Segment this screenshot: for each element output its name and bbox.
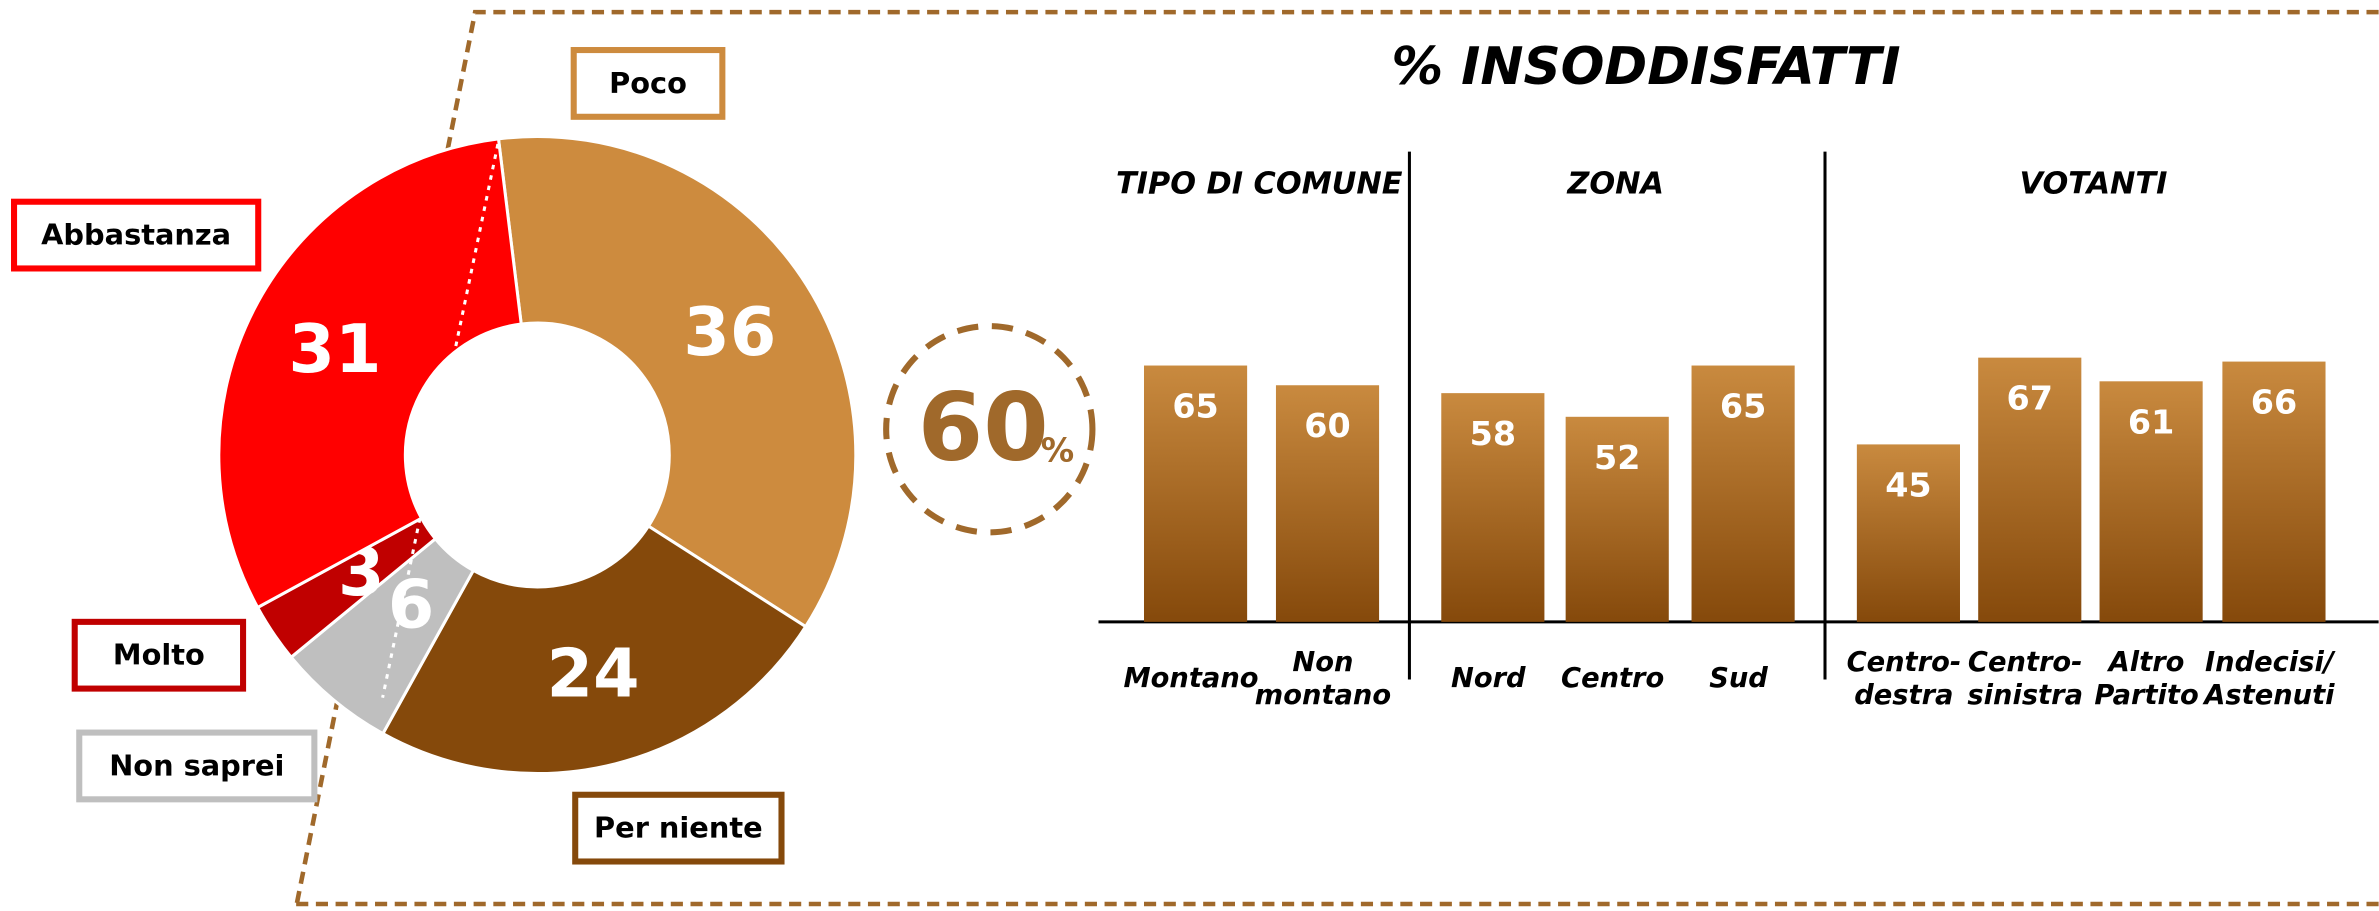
summary-value: 60 (918, 374, 1049, 483)
x-tick-label: Centro-sinistra (1967, 647, 2083, 711)
x-tick-label: Centro (1561, 663, 1664, 694)
bar (1441, 393, 1545, 622)
slice-value-label: 6 (388, 566, 434, 644)
x-tick-label: Altro Partito (2094, 647, 2198, 711)
group-header: TIPO DI COMUNE (1116, 167, 1403, 202)
legend-label: Poco (609, 66, 687, 100)
legend-label: Molto (113, 638, 205, 672)
legend-box (570, 47, 726, 120)
group-header: VOTANTI (2020, 167, 2168, 202)
bar-value-label: 66 (2251, 383, 2297, 422)
bar (2222, 361, 2326, 622)
bar (2099, 381, 2203, 622)
bar-value-label: 67 (2007, 379, 2053, 418)
legend-box (76, 729, 318, 803)
bar-value-label: 65 (1172, 386, 1218, 425)
bar-value-label: 52 (1594, 438, 1640, 477)
bar (1691, 365, 1795, 622)
bar (1143, 365, 1248, 622)
legend-label: Per niente (594, 811, 763, 845)
donut-slice (380, 524, 808, 776)
x-tick-label: Indecisi/Astenuti (2202, 647, 2336, 711)
x-tick-label: Sud (1709, 663, 1768, 694)
summary-circle (883, 323, 1096, 536)
group-header: ZONA (1566, 167, 1664, 202)
slice-value-label: 36 (683, 293, 776, 371)
chart-title: % INSODDISFATTI (1392, 37, 1901, 97)
bar-value-label: 60 (1304, 406, 1350, 445)
frame-diagonal-over-donut (381, 143, 500, 699)
donut-slice (496, 135, 858, 629)
bar-value-label: 65 (1720, 386, 1766, 425)
legend-box (71, 618, 247, 692)
summary-unit: % (1041, 430, 1074, 469)
bar (1856, 444, 1960, 622)
legend-box (572, 791, 785, 865)
donut-slice (217, 137, 523, 610)
bar-value-label: 61 (2128, 402, 2174, 441)
slice-value-label: 31 (289, 310, 382, 388)
legend-label: Non saprei (109, 748, 284, 782)
x-tick-label: Nord (1451, 663, 1526, 694)
x-tick-label: Non montano (1255, 647, 1391, 711)
bar-value-label: 58 (1470, 414, 1516, 453)
bar-value-label: 45 (1885, 465, 1931, 504)
legend-label: Abbastanza (41, 218, 231, 252)
legend-box (11, 198, 262, 272)
x-tick-label: Centro-destra (1847, 647, 1962, 711)
slice-value-label: 24 (547, 635, 640, 713)
x-tick-label: Montano (1124, 663, 1259, 694)
bar (1565, 416, 1669, 622)
bar (1275, 385, 1380, 622)
bar (1978, 357, 2082, 622)
